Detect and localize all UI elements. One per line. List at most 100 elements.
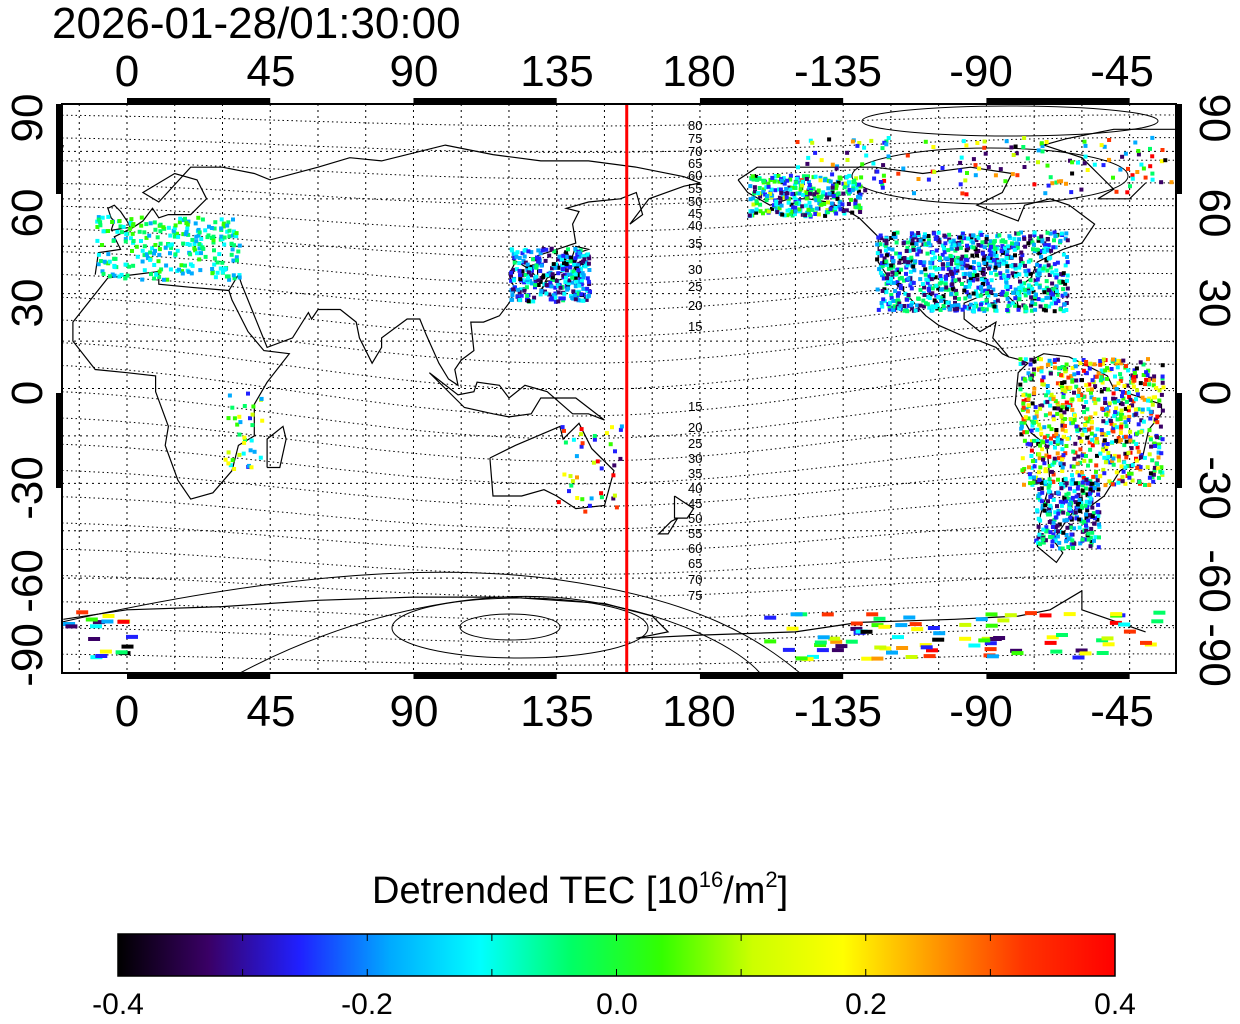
tec-pixel bbox=[1039, 365, 1044, 370]
tec-pixel bbox=[992, 304, 997, 309]
tec-pixel bbox=[1055, 523, 1060, 528]
mag-contour bbox=[61, 627, 1175, 643]
tec-pixel bbox=[1069, 374, 1074, 379]
contour-label: 30 bbox=[688, 262, 702, 277]
tec-pixel bbox=[1134, 397, 1138, 402]
tec-pixel bbox=[971, 245, 976, 250]
tec-pixel bbox=[524, 285, 529, 290]
tec-pixel bbox=[168, 233, 173, 238]
tec-pixel bbox=[1019, 250, 1024, 255]
tec-pixel bbox=[149, 272, 153, 277]
tec-pixel bbox=[1081, 476, 1086, 480]
tec-pixel bbox=[1136, 422, 1141, 427]
tec-pixel bbox=[1044, 393, 1049, 398]
x-tick-bottom-7: -45 bbox=[1090, 687, 1154, 736]
tec-pixel bbox=[1016, 305, 1021, 310]
tec-pixel bbox=[967, 305, 972, 310]
tec-pixel bbox=[1042, 290, 1047, 295]
tec-pixel bbox=[184, 230, 189, 235]
tec-pixel bbox=[1074, 424, 1079, 429]
tec-pixel bbox=[1061, 309, 1066, 314]
tec-pixel bbox=[1051, 472, 1056, 477]
tec-pixel bbox=[520, 269, 525, 274]
tec-pixel bbox=[958, 160, 963, 165]
tec-pixel bbox=[1024, 611, 1037, 616]
tec-pixel bbox=[574, 454, 579, 459]
tec-pixel bbox=[1052, 230, 1057, 235]
tec-pixel bbox=[1088, 487, 1093, 492]
tec-pixel bbox=[902, 308, 907, 313]
tec-pixel bbox=[1124, 399, 1129, 404]
tec-pixel bbox=[536, 278, 541, 283]
tec-pixel bbox=[1036, 535, 1041, 540]
tec-pixel bbox=[922, 293, 927, 297]
tec-pixel bbox=[770, 206, 774, 211]
tec-pixel bbox=[805, 210, 810, 215]
tec-pixel bbox=[226, 450, 231, 455]
tec-pixel bbox=[893, 299, 898, 303]
tec-pixel bbox=[878, 180, 883, 184]
tec-pixel bbox=[859, 175, 864, 180]
tec-pixel bbox=[1028, 238, 1033, 243]
tec-pixel bbox=[1130, 176, 1135, 181]
tec-pixel bbox=[1147, 483, 1152, 487]
tec-pixel bbox=[1123, 420, 1128, 425]
tec-pixel bbox=[909, 231, 914, 236]
tec-pixel bbox=[880, 304, 885, 309]
tec-pixel bbox=[591, 460, 596, 465]
tec-pixel bbox=[1053, 515, 1058, 520]
tec-pixel bbox=[837, 204, 842, 209]
tec-pixel bbox=[1038, 465, 1043, 470]
tec-pixel bbox=[994, 272, 999, 277]
tec-pixel bbox=[1081, 490, 1086, 495]
tec-pixel bbox=[1056, 179, 1061, 184]
tec-pixel bbox=[881, 297, 886, 302]
tec-pixel bbox=[158, 229, 163, 234]
tec-pixel bbox=[1017, 285, 1022, 290]
tec-pixel bbox=[1077, 498, 1082, 502]
tec-pixel bbox=[1111, 462, 1116, 467]
tec-pixel bbox=[1066, 496, 1071, 501]
tec-pixel bbox=[1040, 298, 1045, 303]
tec-pixel bbox=[932, 231, 937, 236]
tec-pixel bbox=[1035, 262, 1040, 267]
x-tick-top-7: -45 bbox=[1090, 47, 1154, 96]
tec-pixel bbox=[763, 192, 768, 197]
tec-pixel bbox=[215, 260, 220, 265]
tec-pixel bbox=[1060, 293, 1065, 298]
tec-pixel bbox=[884, 262, 889, 267]
tec-pixel bbox=[752, 185, 757, 190]
tec-pixel bbox=[1055, 439, 1060, 444]
tec-pixel bbox=[1036, 524, 1041, 529]
tec-pixel bbox=[1160, 408, 1165, 413]
tec-pixel bbox=[1135, 392, 1140, 397]
tec-pixel bbox=[1029, 295, 1034, 300]
tec-pixel bbox=[1073, 481, 1078, 486]
tec-pixel bbox=[794, 201, 799, 206]
tec-pixel bbox=[1034, 538, 1039, 543]
tec-pixel bbox=[554, 262, 558, 267]
tec-pixel bbox=[551, 293, 556, 298]
mag-contour bbox=[61, 250, 1175, 285]
tec-pixel bbox=[886, 279, 891, 284]
tec-pixel bbox=[819, 158, 824, 163]
contour-label: 80 bbox=[688, 118, 702, 133]
tec-pixel bbox=[1004, 613, 1017, 618]
tec-pixel bbox=[893, 289, 898, 294]
tec-pixel bbox=[534, 265, 539, 270]
tec-pixel bbox=[906, 260, 911, 265]
tec-pixel bbox=[984, 234, 989, 239]
tec-pixel bbox=[556, 290, 561, 295]
tec-pixel bbox=[932, 637, 945, 642]
tec-pixel bbox=[1155, 461, 1159, 466]
tec-pixel bbox=[1068, 506, 1072, 511]
tec-pixel bbox=[556, 271, 561, 276]
tec-pixel bbox=[835, 196, 840, 201]
tec-pixel bbox=[1025, 430, 1029, 435]
tec-pixel bbox=[1080, 480, 1085, 485]
tec-pixel bbox=[1119, 424, 1124, 429]
colorbar-tick-3: 0.2 bbox=[845, 988, 887, 1021]
tec-pixel bbox=[1050, 539, 1055, 544]
tec-pixel bbox=[902, 304, 907, 308]
tec-pixel bbox=[959, 240, 964, 245]
